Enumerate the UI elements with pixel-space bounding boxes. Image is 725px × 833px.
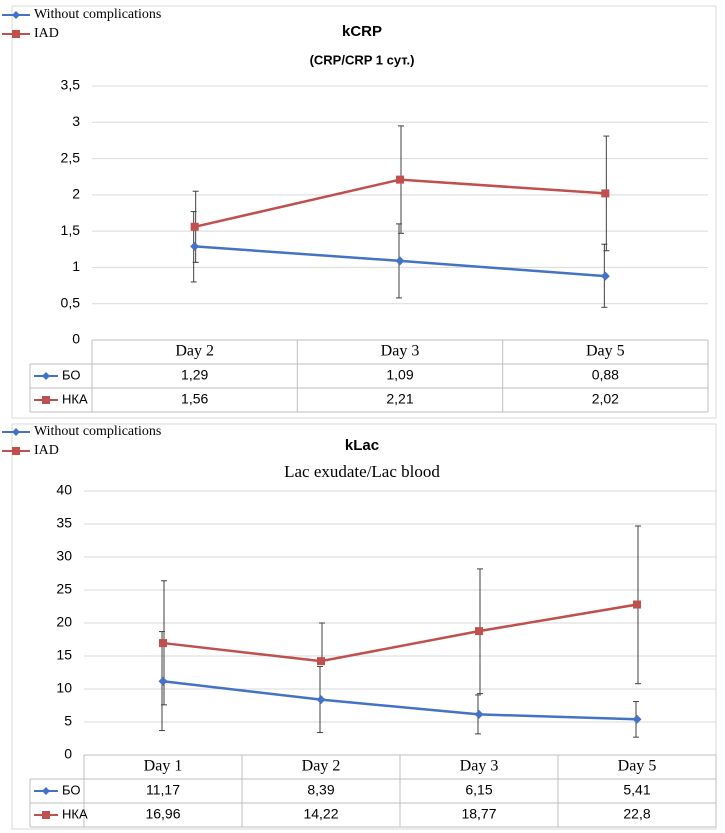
data-label: 1,09	[386, 367, 413, 383]
category-label: Day 1	[144, 758, 183, 775]
y-tick-label: 0	[72, 331, 80, 347]
legend-entry-1: IAD	[34, 443, 59, 458]
series-line	[162, 603, 638, 663]
data-point	[396, 175, 404, 184]
table-series-name: НКА	[62, 806, 88, 821]
series-line	[162, 680, 638, 721]
legend: Without complications IAD	[2, 424, 161, 458]
category-label: Day 3	[460, 758, 499, 775]
data-label: 2,21	[386, 391, 413, 407]
data-point	[600, 271, 610, 281]
chart-frame	[11, 5, 717, 419]
data-label: 0,88	[592, 367, 619, 383]
table-legend-marker-square	[42, 396, 50, 404]
category-label: Day 2	[302, 758, 341, 775]
data-label: 16,96	[145, 806, 180, 822]
legend-marker-square	[12, 447, 20, 455]
data-point	[159, 639, 167, 648]
data-table: Day 1 Day 2 Day 3 Day 5 БО 11,17 8,39 6,15 5,41 Н…	[29, 754, 717, 828]
series-НКА	[159, 600, 641, 666]
data-point	[632, 714, 642, 724]
y-tick-label: 2	[72, 186, 80, 202]
table-series-name: НКА	[62, 391, 88, 406]
legend-entry-0: Without complications	[34, 7, 161, 22]
y-tick-label: 20	[56, 614, 72, 630]
data-label: 5,41	[623, 782, 650, 798]
legend-entry-1: IAD	[34, 26, 59, 41]
y-tick-label: 0	[64, 746, 72, 762]
y-tick-label: 15	[56, 647, 72, 663]
category-label: Day 5	[586, 343, 625, 360]
data-point	[633, 600, 641, 609]
series-БО	[190, 241, 610, 281]
series-НКА	[190, 175, 610, 231]
chart-kcrp: Without complications IAD kCRP (CRP/CRP 1 с…	[2, 5, 717, 419]
gridlines	[84, 490, 716, 756]
data-point	[475, 627, 483, 636]
y-tick-label: 3	[72, 113, 80, 129]
data-label: 14,22	[303, 806, 338, 822]
error-bars-НКА	[192, 125, 610, 263]
data-label: 6,15	[465, 782, 492, 798]
data-point	[158, 676, 168, 686]
y-tick-label: 1	[72, 258, 80, 274]
table-legend-marker-square	[42, 811, 50, 819]
category-label: Day 5	[618, 758, 657, 775]
y-tick-label: 40	[56, 482, 72, 498]
data-point	[474, 709, 484, 719]
gridlines	[92, 85, 708, 341]
data-point	[395, 256, 405, 266]
data-point	[190, 241, 200, 251]
data-table: Day 2 Day 3 Day 5 БО 1,29 1,09 0,88 НКА 1,56 2,21…	[29, 339, 709, 413]
chart-frame	[11, 423, 717, 830]
series-БО	[158, 676, 642, 724]
data-label: 11,17	[146, 782, 180, 798]
data-point	[601, 189, 610, 198]
category-label: Day 3	[381, 343, 420, 360]
chart-subtitle: Lac exudate/Lac blood	[284, 462, 440, 481]
y-tick-label: 35	[56, 515, 72, 531]
data-label: 2,02	[592, 391, 619, 407]
chart-title: kCRP	[342, 23, 382, 40]
legend-entry-0: Without complications	[34, 424, 161, 439]
y-tick-label: 1,5	[61, 222, 81, 238]
chart-subtitle: (CRP/CRP 1 сут.)	[310, 52, 415, 67]
chart-klac: Without complications IAD kLac Lac exudate/…	[2, 423, 717, 830]
data-label: 1,56	[181, 391, 208, 407]
y-tick-label: 30	[56, 548, 72, 564]
y-tick-label: 3,5	[61, 77, 81, 93]
data-point	[316, 695, 326, 705]
table-series-name: БО	[62, 367, 81, 382]
data-label: 18,77	[461, 806, 496, 822]
table-legend-marker-diamond	[42, 787, 50, 795]
y-tick-label: 2,5	[61, 149, 81, 165]
legend-marker-diamond	[12, 11, 20, 19]
data-label: 8,39	[307, 782, 334, 798]
y-tick-label: 10	[56, 680, 72, 696]
y-tick-label: 5	[64, 713, 72, 729]
table-legend-marker-diamond	[42, 372, 50, 380]
chart-title: kLac	[345, 437, 379, 454]
legend-marker-square	[12, 30, 20, 38]
legend: Without complications IAD	[2, 7, 161, 41]
table-series-name: БО	[62, 782, 81, 797]
legend-marker-diamond	[12, 428, 20, 436]
y-tick-label: 0,5	[61, 294, 81, 310]
data-label: 1,29	[181, 367, 208, 383]
y-tick-label: 25	[56, 581, 72, 597]
data-point	[190, 222, 199, 231]
series-line	[194, 178, 606, 229]
category-label: Day 2	[175, 343, 214, 360]
data-label: 22,8	[623, 806, 650, 822]
data-point	[317, 657, 325, 666]
